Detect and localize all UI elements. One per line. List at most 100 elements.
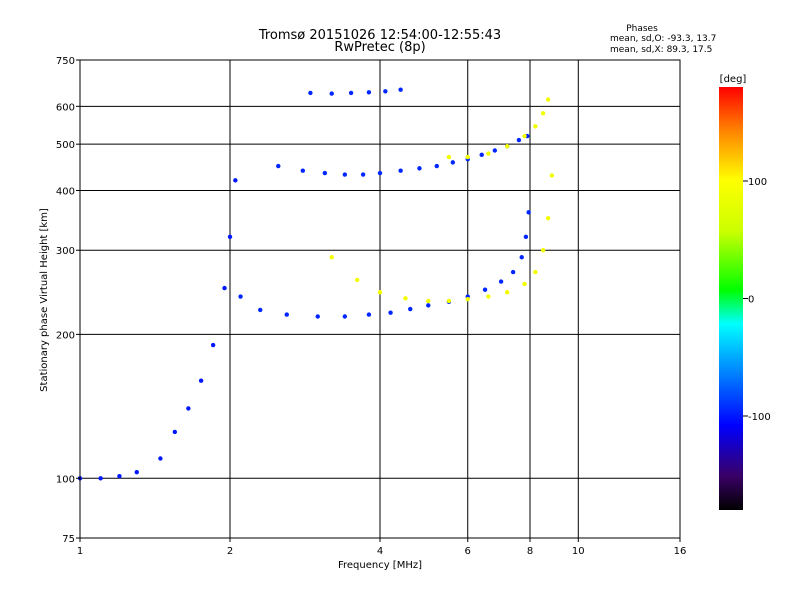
data-point [366,90,372,95]
y-axis: 75 100 200 300 400 500 600 750 [56,56,80,545]
data-point [446,154,452,160]
data-point [329,91,334,96]
chart-title: Tromsø 20151026 12:54:00-12:55:43 [258,28,501,43]
y-tick-label: 400 [56,186,75,197]
data-point [348,90,354,96]
data-point [482,287,488,292]
data-point [533,269,538,275]
y-tick-label: 200 [56,330,75,341]
data-point [526,210,531,215]
data-point [446,298,452,304]
data-point [523,234,529,240]
data-point [540,248,546,253]
data-point [479,152,484,158]
data-point [417,166,422,171]
x-tick-label: 16 [674,546,687,557]
y-tick-label: 600 [56,102,75,113]
x-tick-label: 8 [527,546,533,557]
y-axis-label: Stationary phase Virtual Height [km] [39,208,50,392]
x-tick-label: 4 [377,546,383,557]
data-point [522,133,527,139]
data-point [545,97,551,102]
data-point [276,163,281,169]
data-point [545,216,551,221]
data-point [186,406,191,411]
data-point [377,290,383,295]
data-point [504,144,510,149]
data-points [77,87,555,481]
data-point [134,469,139,475]
colorbar-tick-label: 0 [748,295,754,306]
data-point [360,172,366,177]
data-point [426,303,431,308]
x-axis-label: Frequency [MHz] [338,560,422,571]
data-point [117,474,122,479]
grid-lines [80,60,680,538]
x-axis: 1 2 4 6 8 10 16 [77,538,687,557]
data-point [398,168,403,173]
y-tick-label: 300 [56,246,75,257]
data-point [540,111,546,116]
data-point [342,314,348,319]
data-point [222,285,227,291]
data-point [434,163,439,169]
data-point [426,298,431,304]
data-point [498,279,504,284]
data-point [329,255,334,260]
x-tick-label: 6 [465,546,471,557]
data-point [233,178,238,183]
y-tick-label: 500 [56,140,75,151]
data-point [354,277,360,283]
data-point [377,170,383,176]
data-point [210,342,216,348]
colorbar-ticks: 100 0 -100 [743,177,771,423]
data-point [398,87,403,92]
y-tick-label: 75 [62,534,75,545]
data-point [227,234,233,240]
data-point [258,307,263,313]
data-point [519,255,524,260]
colorbar-label: [deg] [720,74,747,85]
x-tick-label: 10 [572,546,585,557]
data-point [450,160,456,165]
data-point [98,476,103,481]
data-point [486,151,491,156]
data-point [403,296,408,301]
y-tick-label: 750 [56,56,75,67]
data-point [486,294,491,299]
y-tick-label: 100 [56,474,75,485]
data-point [342,172,348,177]
data-point [510,269,516,275]
data-point [522,281,527,287]
data-point [516,137,522,143]
data-point [238,294,243,299]
data-point [300,168,306,173]
data-point [465,154,470,160]
data-point [549,173,555,178]
colorbar [719,87,743,510]
data-point [492,148,498,153]
x-tick-label: 1 [77,546,83,557]
data-point [366,312,372,317]
phases-o-mode: mean, sd,O: -93.3, 13.7 [610,34,716,44]
data-point [408,306,413,312]
data-point [308,90,313,96]
x-tick-label: 2 [227,546,233,557]
phases-heading: Phases [626,24,658,34]
data-point [158,456,163,461]
data-point [322,170,328,176]
phases-x-mode: mean, sd,X: 89.3, 17.5 [610,45,712,55]
data-point [315,314,320,319]
chart-subtitle: RwPretec (8p) [334,40,425,55]
data-point [383,89,388,94]
data-point [198,378,204,383]
data-point [172,429,178,435]
data-point [284,312,289,317]
data-point [388,310,393,315]
data-point [465,296,470,302]
data-point [533,124,538,129]
colorbar-tick-label: -100 [748,412,771,423]
data-point [504,290,510,295]
colorbar-tick-label: 100 [748,177,767,188]
